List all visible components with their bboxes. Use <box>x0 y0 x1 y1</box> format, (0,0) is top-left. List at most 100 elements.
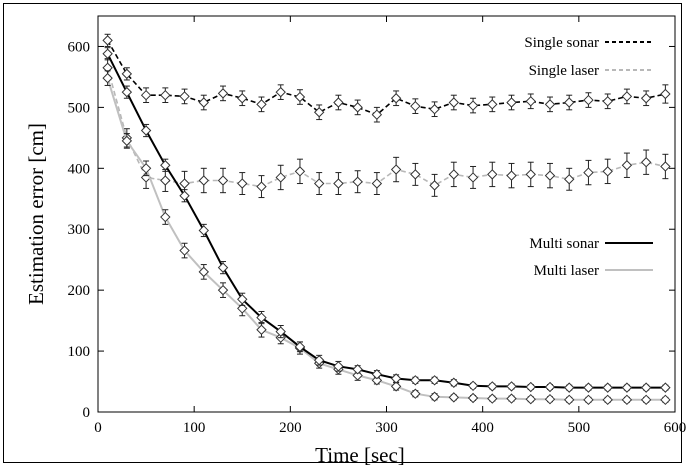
data-point <box>526 97 535 106</box>
data-point <box>603 395 612 404</box>
y-tick-label: 0 <box>83 405 91 421</box>
data-point <box>622 92 631 101</box>
legend-label-single-sonar: Single sonar <box>524 35 599 51</box>
x-tick-label: 300 <box>375 420 398 436</box>
data-point <box>488 100 497 109</box>
data-point <box>295 167 304 176</box>
data-point <box>526 395 535 404</box>
data-point <box>103 49 112 58</box>
data-point <box>392 165 401 174</box>
x-tick-label: 0 <box>94 420 102 436</box>
data-point <box>161 176 170 185</box>
data-point <box>353 365 362 374</box>
data-point <box>488 394 497 403</box>
data-point <box>122 88 131 97</box>
data-point <box>161 91 170 100</box>
legend-label-multi-sonar: Multi sonar <box>529 236 599 252</box>
data-point <box>565 395 574 404</box>
data-point <box>238 94 247 103</box>
series-single-laser <box>103 59 670 198</box>
data-point <box>199 98 208 107</box>
x-tick-label: 400 <box>471 420 494 436</box>
data-point <box>219 176 228 185</box>
data-point <box>642 94 651 103</box>
data-point <box>411 389 420 398</box>
data-point <box>603 167 612 176</box>
data-point <box>142 91 151 100</box>
x-tick-label: 200 <box>279 420 302 436</box>
legend-label-single-laser: Single laser <box>529 63 599 79</box>
data-point <box>334 98 343 107</box>
data-point <box>276 88 285 97</box>
data-point <box>411 170 420 179</box>
y-tick-label: 200 <box>68 283 91 299</box>
data-point <box>545 395 554 404</box>
data-point <box>142 126 151 135</box>
series-line-multi-sonar <box>108 54 666 388</box>
data-point <box>315 179 324 188</box>
x-tick-label: 600 <box>664 420 687 436</box>
data-point <box>219 263 228 272</box>
data-point <box>661 162 670 171</box>
data-point <box>353 103 362 112</box>
data-point <box>642 158 651 167</box>
x-axis-title: Time [sec] <box>315 443 405 467</box>
y-axis-title: Estimation error [cm] <box>24 123 48 305</box>
data-point <box>161 161 170 170</box>
data-point <box>507 394 516 403</box>
series-line-single-laser <box>108 68 666 187</box>
data-point <box>642 395 651 404</box>
data-point <box>661 383 670 392</box>
data-point <box>334 179 343 188</box>
data-point <box>449 378 458 387</box>
data-point <box>584 96 593 105</box>
data-point <box>526 170 535 179</box>
x-tick-label: 100 <box>183 420 206 436</box>
data-point <box>180 179 189 188</box>
y-tick-label: 100 <box>68 344 91 360</box>
data-point <box>411 102 420 111</box>
legend-top: Single sonar Single laser <box>524 35 653 79</box>
y-tick-label: 500 <box>68 100 91 116</box>
data-point <box>603 97 612 106</box>
legend-middle: Multi sonar Multi laser <box>529 236 653 279</box>
data-point <box>488 382 497 391</box>
y-tick-label: 400 <box>68 161 91 177</box>
data-point <box>584 395 593 404</box>
data-point <box>353 177 362 186</box>
data-point <box>545 100 554 109</box>
data-point <box>545 171 554 180</box>
data-point <box>257 182 266 191</box>
data-point <box>392 374 401 383</box>
data-point <box>661 395 670 404</box>
data-point <box>161 213 170 222</box>
data-point <box>488 170 497 179</box>
data-point <box>449 170 458 179</box>
data-point <box>469 101 478 110</box>
data-point <box>565 98 574 107</box>
data-point <box>103 36 112 45</box>
data-point <box>430 392 439 401</box>
data-point <box>565 175 574 184</box>
data-point <box>372 370 381 379</box>
data-point <box>584 168 593 177</box>
legend-label-multi-laser: Multi laser <box>534 263 599 279</box>
data-point <box>430 105 439 114</box>
data-point <box>469 173 478 182</box>
data-point <box>507 98 516 107</box>
data-point <box>276 173 285 182</box>
data-point <box>103 74 112 83</box>
x-tick-label: 500 <box>568 420 591 436</box>
data-point <box>642 383 651 392</box>
data-point <box>622 383 631 392</box>
data-point <box>180 92 189 101</box>
data-point <box>257 100 266 109</box>
data-point <box>469 393 478 402</box>
data-point <box>219 89 228 98</box>
y-tick-label: 600 <box>68 39 91 55</box>
data-point <box>199 176 208 185</box>
data-point <box>449 98 458 107</box>
data-point <box>411 376 420 385</box>
data-point <box>622 395 631 404</box>
